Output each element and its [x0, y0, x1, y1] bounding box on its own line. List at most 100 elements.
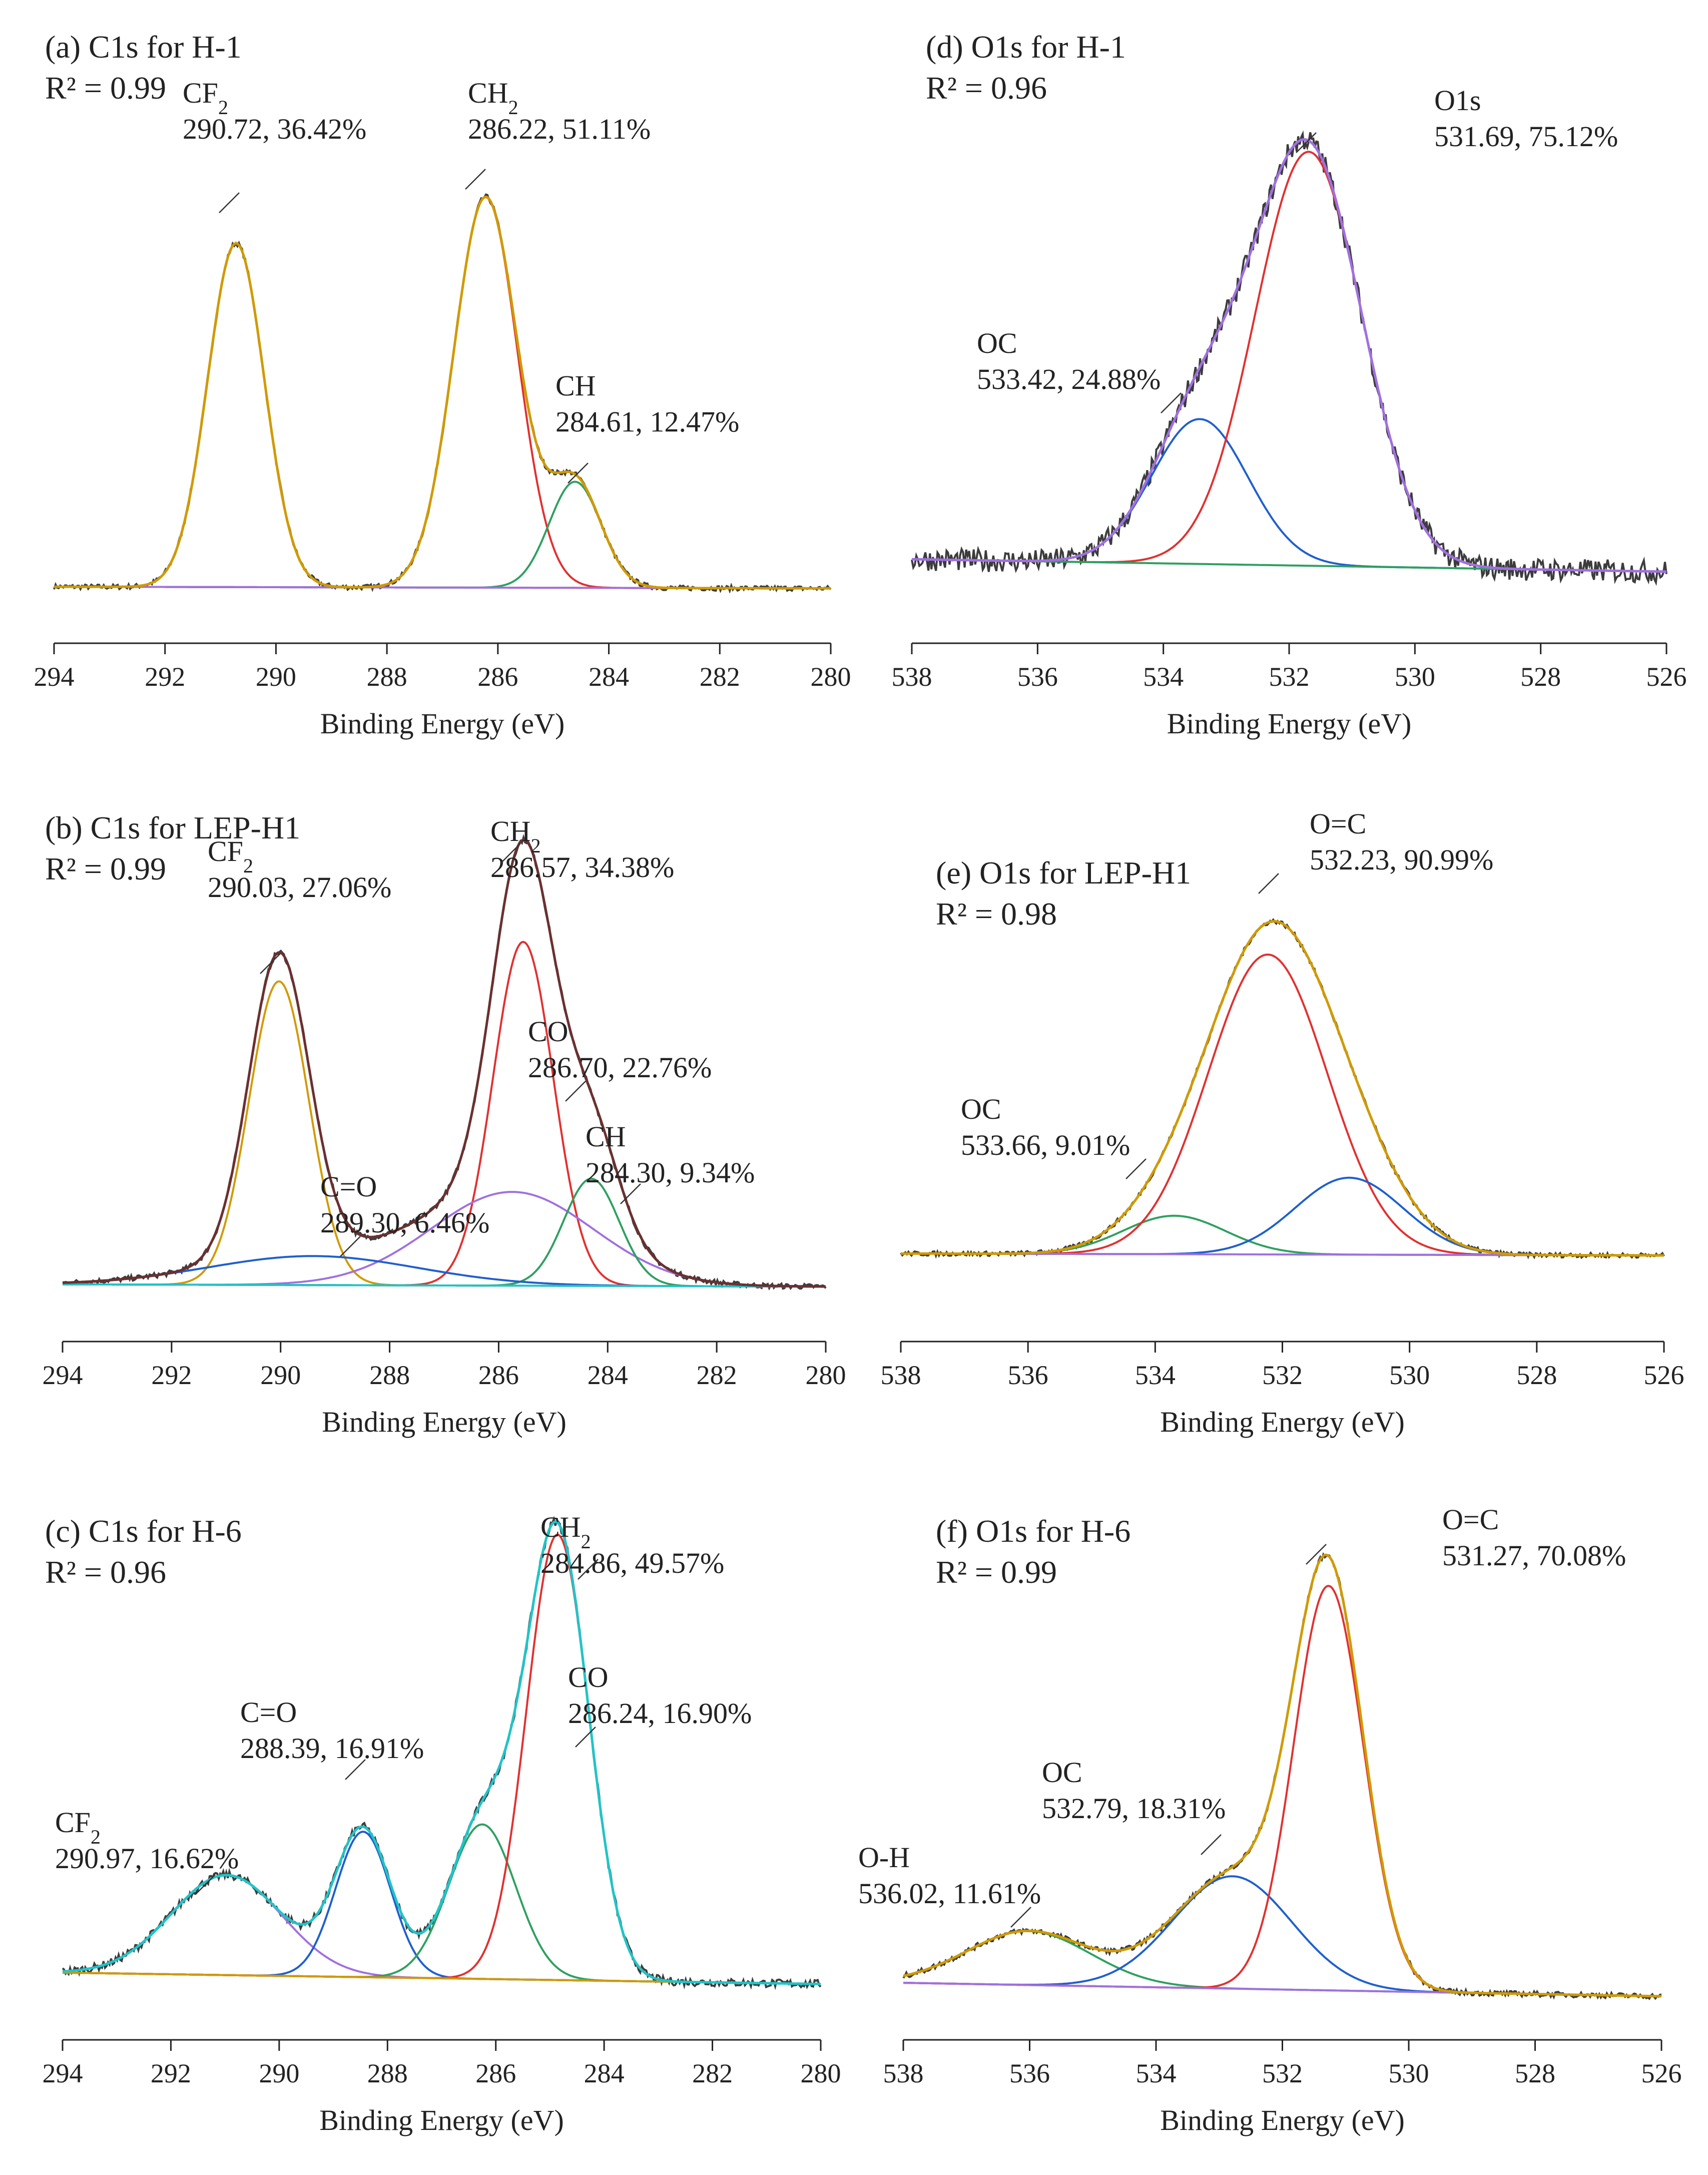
panel-a: 294 292 290 288 286 284 282 280 Binding Energy (… — [34, 29, 851, 740]
peak-label-name: CF2 — [208, 835, 253, 877]
r-squared: R² = 0.96 — [926, 70, 1047, 106]
r-squared: R² = 0.96 — [45, 1554, 166, 1590]
component-peak — [912, 151, 1666, 573]
panel-title: (b) C1s for LEP-H1 — [45, 810, 300, 845]
x-tick-label: 294 — [43, 2058, 83, 2088]
peak-label-value: 531.27, 70.08% — [1442, 1539, 1626, 1572]
peak-label-name: O1s — [1434, 84, 1481, 117]
peak-label-name: O=C — [1310, 807, 1366, 840]
x-tick-label: 526 — [1646, 662, 1687, 692]
x-axis-title: Binding Energy (eV) — [1160, 2104, 1405, 2136]
peak-label-value: 284.86, 49.57% — [540, 1547, 724, 1579]
panel-f: 538 536 534 532 530 528 526 Binding Energy (eV)… — [858, 1503, 1682, 2136]
r-squared: R² = 0.99 — [936, 1554, 1057, 1590]
peak-leader-line — [575, 1726, 596, 1748]
experimental-spectrum — [53, 193, 832, 594]
peak-label-name: CF2 — [183, 77, 228, 119]
x-tick-label: 288 — [367, 2058, 408, 2088]
x-tick-label: 280 — [811, 662, 851, 692]
peak-label-value: 290.97, 16.62% — [55, 1842, 239, 1875]
x-tick-label: 532 — [1269, 662, 1310, 692]
peak-leader-line — [1161, 392, 1182, 413]
x-tick-label: 292 — [151, 2058, 191, 2088]
r-squared: R² = 0.99 — [45, 851, 166, 887]
x-tick-label: 290 — [256, 662, 296, 692]
peak-label-name: O=C — [1442, 1503, 1499, 1536]
x-tick-label: 532 — [1262, 2058, 1303, 2088]
component-peak — [63, 980, 826, 1288]
peak-label-value: 533.66, 9.01% — [961, 1129, 1130, 1161]
peak-leader-line — [1296, 132, 1317, 153]
peak-label-value: 284.30, 9.34% — [586, 1156, 755, 1189]
component-peak — [901, 1214, 1664, 1256]
peak-label-name: C=O — [240, 1696, 297, 1728]
x-axis-title: Binding Energy (eV) — [320, 707, 565, 740]
peak-leader-line — [567, 463, 589, 484]
peak-leader-line — [565, 1081, 586, 1102]
peak-leader-line — [1258, 873, 1279, 894]
peak-leader-line — [219, 192, 240, 213]
peak-label-name: CO — [528, 1015, 568, 1048]
x-tick-label: 530 — [1389, 2058, 1429, 2088]
r-squared: R² = 0.99 — [45, 70, 166, 106]
peak-label-value: 532.79, 18.31% — [1042, 1792, 1226, 1825]
component-peak — [54, 481, 831, 590]
fit-envelope — [903, 1553, 1662, 1998]
panel-c: 294 292 290 288 286 284 282 280 Binding Energy (… — [43, 1511, 841, 2136]
x-tick-label: 284 — [584, 2058, 625, 2088]
peak-label-name: CH2 — [540, 1511, 591, 1553]
peak-leader-line — [500, 843, 521, 864]
peak-leader-line — [260, 953, 281, 974]
x-tick-label: 288 — [369, 1360, 410, 1390]
x-tick-label: 530 — [1389, 1360, 1430, 1390]
component-peak — [903, 1585, 1662, 1997]
peak-label-value: 532.23, 90.99% — [1310, 843, 1493, 876]
experimental-spectrum — [62, 1516, 822, 1990]
x-tick-label: 538 — [892, 662, 932, 692]
x-tick-label: 280 — [801, 2058, 841, 2088]
x-tick-label: 294 — [34, 662, 75, 692]
r-squared: R² = 0.98 — [936, 896, 1057, 932]
peak-label-value: 286.22, 51.11% — [468, 113, 651, 145]
peak-label-value: 286.57, 34.38% — [490, 851, 674, 884]
fit-envelope — [54, 195, 831, 590]
panel-title: (a) C1s for H-1 — [45, 29, 242, 65]
x-axis-title: Binding Energy (eV) — [1160, 1406, 1405, 1438]
x-tick-label: 286 — [478, 1360, 519, 1390]
peak-label-value: 536.02, 11.61% — [858, 1877, 1041, 1910]
peak-leader-line — [578, 1559, 599, 1580]
peak-label-name: CF2 — [55, 1806, 101, 1848]
x-tick-label: 282 — [692, 2058, 733, 2088]
component-peak — [912, 418, 1666, 573]
x-tick-label: 528 — [1520, 662, 1561, 692]
peak-label-value: 533.42, 24.88% — [977, 363, 1161, 395]
peak-leader-line — [345, 1759, 366, 1780]
x-tick-label: 290 — [259, 2058, 299, 2088]
x-tick-label: 536 — [1008, 1360, 1048, 1390]
component-peak — [62, 1874, 821, 1985]
panel-e: 538 536 534 532 530 528 526 Binding Energy (eV)… — [881, 807, 1684, 1438]
peak-leader-line — [195, 1874, 216, 1895]
x-tick-label: 280 — [806, 1360, 846, 1390]
x-tick-label: 526 — [1644, 1360, 1684, 1390]
fit-envelope — [912, 138, 1666, 573]
peak-label-value: 284.61, 12.47% — [555, 405, 739, 438]
peak-leader-line — [1010, 1907, 1031, 1928]
peak-label-name: CH — [586, 1120, 626, 1153]
x-tick-label: 534 — [1136, 2058, 1177, 2088]
x-tick-label: 534 — [1135, 1360, 1176, 1390]
component-peak — [54, 196, 831, 590]
fit-envelope — [62, 1520, 821, 1985]
peak-leader-line — [340, 1236, 361, 1257]
peak-label-value: 290.03, 27.06% — [208, 871, 391, 904]
x-axis-title: Binding Energy (eV) — [1167, 707, 1412, 740]
panel-d: 538 536 534 532 530 528 526 Binding Energy (eV)… — [892, 29, 1687, 740]
x-tick-label: 528 — [1516, 1360, 1557, 1390]
peak-label-value: 290.72, 36.42% — [183, 113, 366, 145]
peak-label-name: OC — [961, 1093, 1001, 1125]
peak-label-value: 286.70, 22.76% — [528, 1051, 712, 1084]
panel-title: (d) O1s for H-1 — [926, 29, 1126, 65]
panel-b: 294 292 290 288 286 284 282 280 Binding Energy (… — [43, 810, 846, 1438]
x-tick-label: 536 — [1017, 662, 1058, 692]
peak-label-name: CH2 — [490, 815, 541, 857]
